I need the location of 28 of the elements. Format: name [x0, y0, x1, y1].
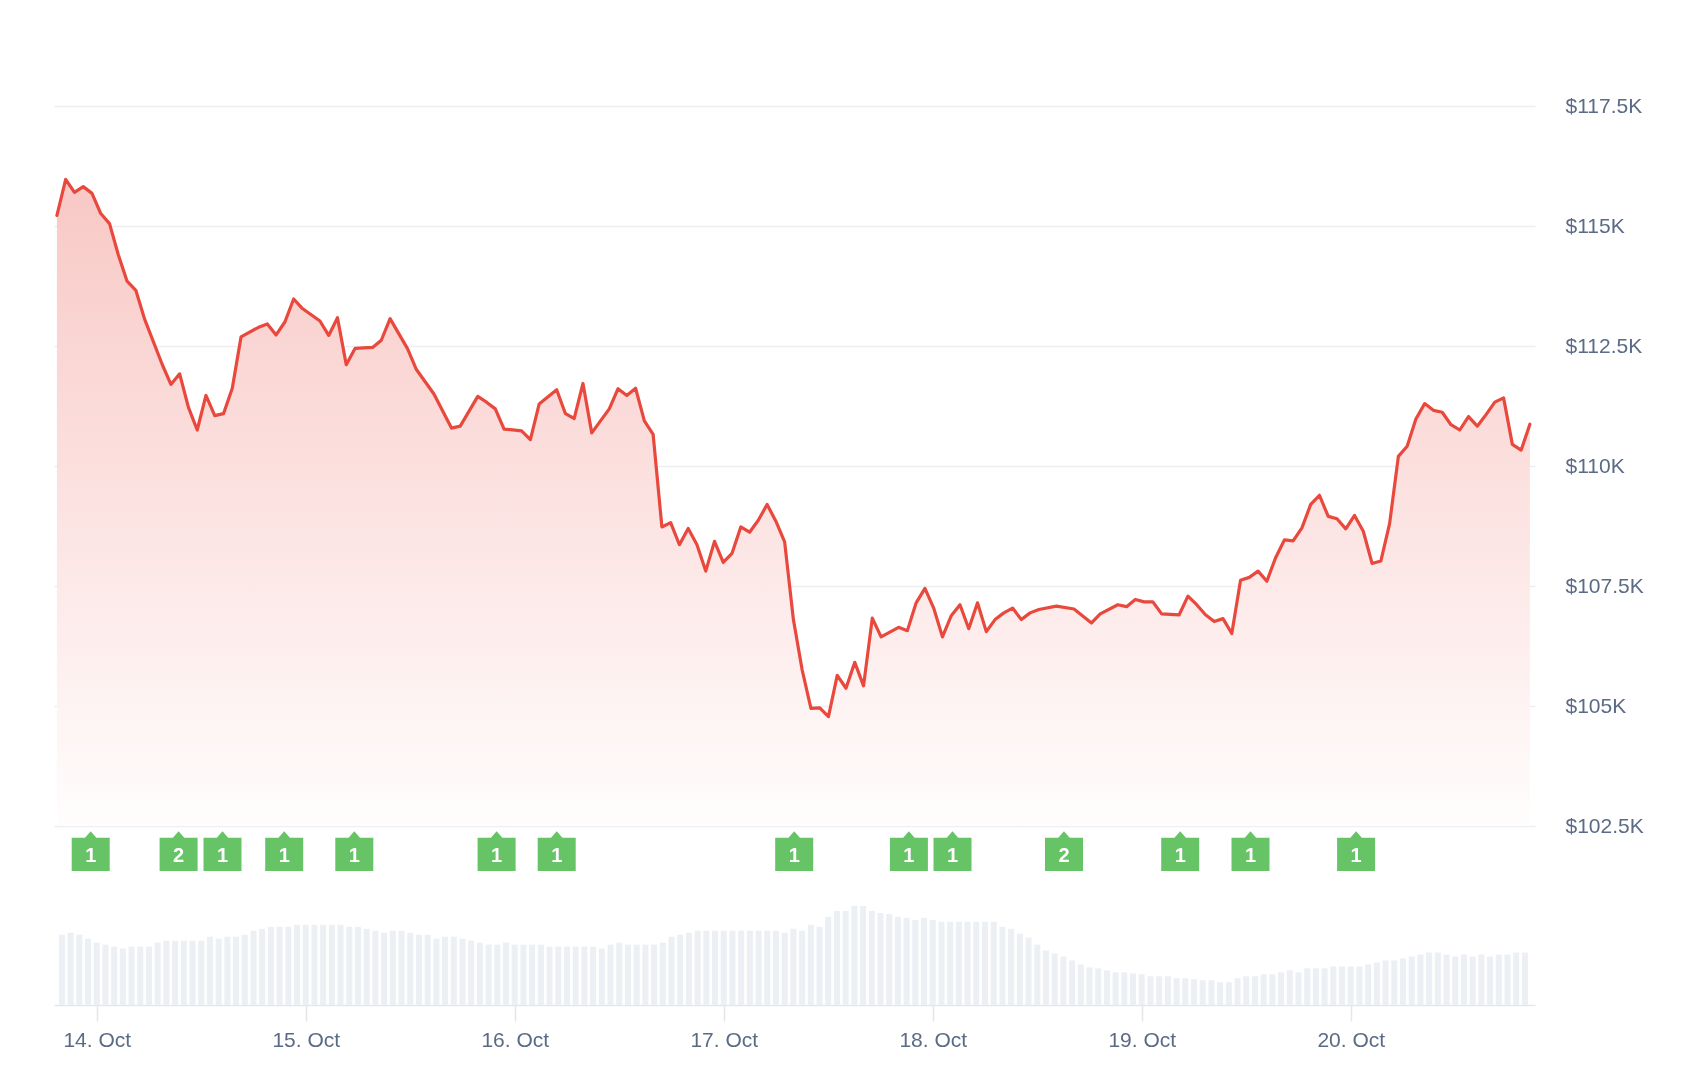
y-tick-label: $112.5K [1565, 333, 1643, 357]
text: 1 [551, 843, 563, 866]
x-tick-label: 15. Oct [272, 1027, 341, 1051]
text: 1 [946, 843, 959, 866]
x-tick-label: 20. Oct [1317, 1027, 1386, 1051]
x-tick-label: 16. Oct [481, 1027, 550, 1051]
text: 2 [1058, 843, 1070, 866]
text: 1 [1174, 843, 1186, 866]
text: 1 [788, 843, 800, 866]
y-tick-label: $115K [1565, 213, 1625, 237]
text: 1 [348, 843, 360, 866]
x-tick-label: 19. Oct [1108, 1027, 1177, 1051]
y-tick-label: $107.5K [1565, 573, 1644, 597]
text: 1 [1350, 843, 1362, 866]
y-tick-label: $105K [1565, 693, 1627, 717]
text: 2 [173, 843, 185, 866]
x-tick-label: 18. Oct [899, 1027, 968, 1051]
text: 1 [903, 843, 915, 866]
text: 1 [1244, 843, 1257, 866]
text: 1 [216, 843, 229, 866]
y-tick-label: $110K [1565, 453, 1625, 477]
y-tick-label: $102.5K [1565, 813, 1644, 837]
x-tick-label: 14. Oct [63, 1027, 132, 1051]
y-tick-label: $117.5K [1565, 93, 1643, 117]
x-tick-label: 17. Oct [690, 1027, 759, 1051]
text: 1 [85, 843, 97, 866]
text: 1 [491, 843, 503, 866]
text: 1 [278, 843, 290, 866]
